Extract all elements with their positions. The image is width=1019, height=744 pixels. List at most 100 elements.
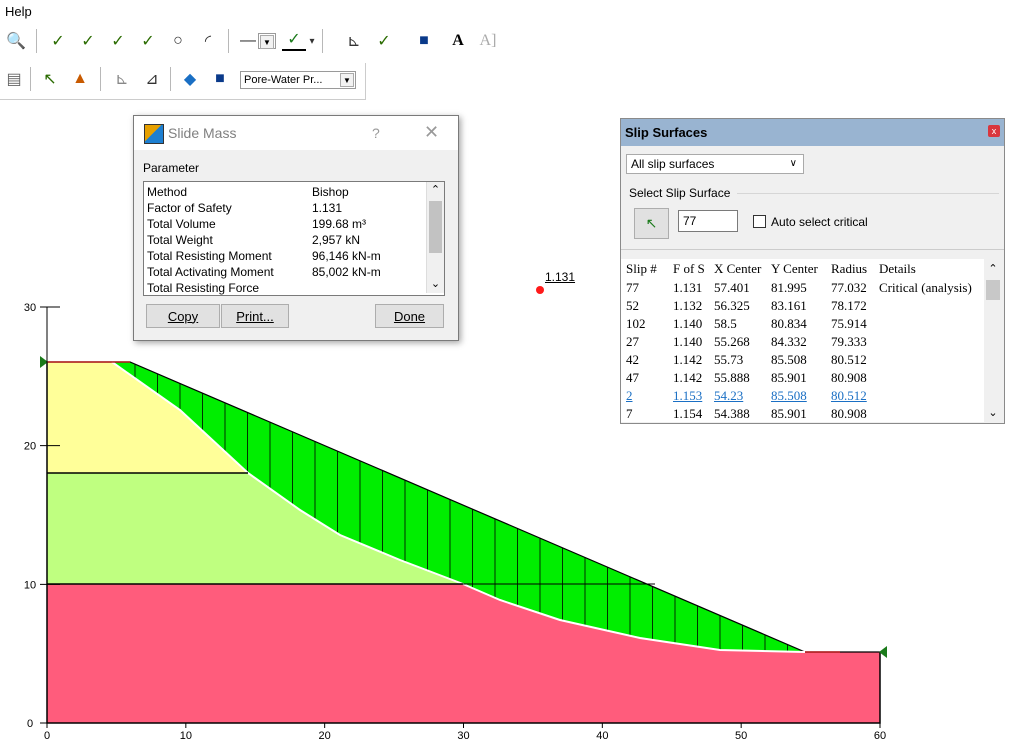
parameter-row: Total Volume 199.68 m³	[147, 217, 417, 231]
arc-icon[interactable]: ◜	[204, 33, 212, 50]
done-button[interactable]: Done	[375, 304, 444, 328]
table-cell: 1.140	[673, 316, 703, 331]
graph-axes-icon[interactable]: ⊾	[115, 71, 129, 88]
table-scrollbar[interactable]: ⌃ ⌄	[984, 259, 1002, 422]
parameter-row: Total Resisting Moment 96,146 kN-m	[147, 249, 417, 263]
column-header[interactable]: X Center	[714, 261, 762, 276]
table-cell: 55.73	[714, 352, 744, 367]
y-tick-label: 0	[27, 718, 33, 730]
slip-surfaces-icon[interactable]: ▲	[72, 70, 88, 87]
scroll-up-icon[interactable]: ⌃	[430, 184, 441, 196]
copy-label: Copy	[167, 308, 199, 324]
sketch-icon[interactable]: ■	[419, 32, 429, 49]
toolbar-separator	[322, 29, 323, 53]
entry-arrow-icon[interactable]	[40, 356, 48, 368]
parameter-name: Factor of Safety	[147, 201, 232, 215]
table-cell: 1.131	[673, 280, 703, 295]
grid-radius-icon[interactable]: ✓	[81, 33, 95, 50]
table-row[interactable]: 27 1.140 55.268 84.332 79.333	[621, 332, 983, 350]
table-cell: 85.901	[771, 406, 807, 421]
parameter-value: 1.131	[312, 201, 343, 215]
table-row[interactable]: 52 1.132 56.325 83.161 78.172	[621, 296, 983, 314]
slip-surfaces-table[interactable]: 77 1.131 57.401 81.995 77.032 Critical (analy…	[621, 259, 1002, 422]
table-cell: 77	[626, 280, 639, 295]
close-icon[interactable]: ✕	[424, 122, 440, 142]
scroll-down-icon[interactable]: ⌄	[988, 407, 998, 419]
toolbar-separator	[100, 67, 101, 91]
axes-icon[interactable]: ⊾	[347, 33, 361, 50]
parameter-row: Total Weight 2,957 kN	[147, 233, 417, 247]
table-cell: 80.512	[831, 352, 867, 367]
text-box-icon[interactable]: A]	[479, 32, 497, 49]
scroll-down-icon[interactable]: ⌄	[430, 278, 441, 290]
column-header[interactable]: Details	[879, 261, 916, 276]
close-icon[interactable]: x	[988, 125, 1000, 137]
print-button[interactable]: Print...	[221, 304, 289, 328]
table-cell: 57.401	[714, 280, 750, 295]
column-header[interactable]: Radius	[831, 261, 868, 276]
table-cell: 85.508	[771, 388, 807, 403]
line-style-icon[interactable]: —	[240, 32, 256, 49]
scroll-thumb[interactable]	[429, 201, 442, 253]
parameter-name: Total Activating Moment	[147, 265, 274, 279]
parameter-value: 96,146 kN-m	[312, 249, 381, 263]
panel-divider	[621, 249, 1004, 250]
line-color-icon[interactable]: ✓	[282, 29, 306, 51]
parameter-row: Total Resisting Force	[147, 281, 417, 295]
slip-scope-dropdown[interactable]: All slip surfaces ∨	[626, 154, 804, 174]
table-row[interactable]: 42 1.142 55.73 85.508 80.512	[621, 350, 983, 368]
text-icon[interactable]: A	[452, 32, 464, 49]
column-header[interactable]: F of S	[673, 261, 705, 276]
parameter-name: Total Volume	[147, 217, 216, 231]
parameter-scrollbar[interactable]: ⌃ ⌄	[426, 182, 444, 293]
graph-icon[interactable]: ✓	[377, 33, 391, 50]
exit-arrow-icon[interactable]	[879, 646, 887, 658]
x-tick-label: 60	[874, 730, 886, 742]
table-row[interactable]: 2 1.153 54.23 85.508 80.512	[621, 386, 983, 404]
slope-drawing-canvas[interactable]: 0 10 20 30 40 50 60 0 10 20 30	[0, 100, 1019, 744]
table-cell: 1.140	[673, 334, 703, 349]
block-icon[interactable]: ✓	[111, 33, 125, 50]
chevron-down-icon[interactable]: ▾	[309, 35, 315, 47]
auto-critical-checkbox[interactable]	[753, 215, 766, 228]
3d-view-icon[interactable]: ■	[215, 70, 225, 87]
circle-icon[interactable]: ○	[173, 32, 183, 49]
y-tick-label: 30	[24, 302, 36, 314]
column-header[interactable]: Y Center	[771, 261, 818, 276]
table-cell: Critical (analysis)	[879, 280, 972, 295]
menu-bar: Help	[0, 0, 1019, 22]
table-cell: 54.388	[714, 406, 750, 421]
slip-number-input[interactable]: 77	[678, 210, 738, 232]
x-axis: 0 10 20 30 40 50 60	[44, 722, 886, 742]
pore-water-dropdown[interactable]: Pore-Water Pr... ▼	[240, 71, 356, 89]
table-cell: 52	[626, 298, 639, 313]
slip-surface-line	[111, 361, 806, 653]
parameter-name: Total Resisting Force	[147, 281, 260, 295]
table-header: Slip # F of S X Center Y Center Radius Detail…	[621, 259, 983, 277]
column-header[interactable]: Slip #	[626, 261, 657, 276]
dialog-title: Slide Mass	[168, 125, 237, 141]
table-row[interactable]: 77 1.131 57.401 81.995 77.032 Critical (analy…	[621, 278, 983, 296]
entry-exit-icon[interactable]: ✓	[51, 33, 65, 50]
slices-icon[interactable]: ▤	[6, 71, 22, 88]
fully-specified-icon[interactable]: ✓	[141, 33, 155, 50]
slide-app-icon	[144, 124, 164, 144]
plot-icon[interactable]: ⊿	[145, 71, 159, 88]
scroll-thumb[interactable]	[986, 280, 1000, 300]
parameter-value: 85,002 kN-m	[312, 265, 381, 279]
copy-button[interactable]: Copy	[146, 304, 220, 328]
critical-slip-center[interactable]	[536, 286, 544, 294]
zoom-object-icon[interactable]: 🔍	[6, 33, 26, 50]
contours-icon[interactable]: ◆	[183, 71, 197, 88]
parameter-list[interactable]: ⌃ ⌄ Method Bishop Factor of Safety 1.131 Tot…	[143, 181, 445, 296]
table-row[interactable]: 7 1.154 54.388 85.901 80.908	[621, 404, 983, 422]
pick-slip-button[interactable]: ↖	[634, 208, 669, 239]
menu-help[interactable]: Help	[5, 4, 32, 19]
table-row[interactable]: 102 1.140 58.5 80.834 75.914	[621, 314, 983, 332]
table-row[interactable]: 47 1.142 55.888 85.901 80.908	[621, 368, 983, 386]
scroll-up-icon[interactable]: ⌃	[988, 263, 998, 275]
x-tick-label: 40	[596, 730, 608, 742]
help-icon[interactable]: ?	[372, 125, 380, 141]
draw-slip-icon[interactable]: ↖	[43, 71, 57, 88]
line-style-dropdown[interactable]: ▼	[258, 33, 276, 49]
